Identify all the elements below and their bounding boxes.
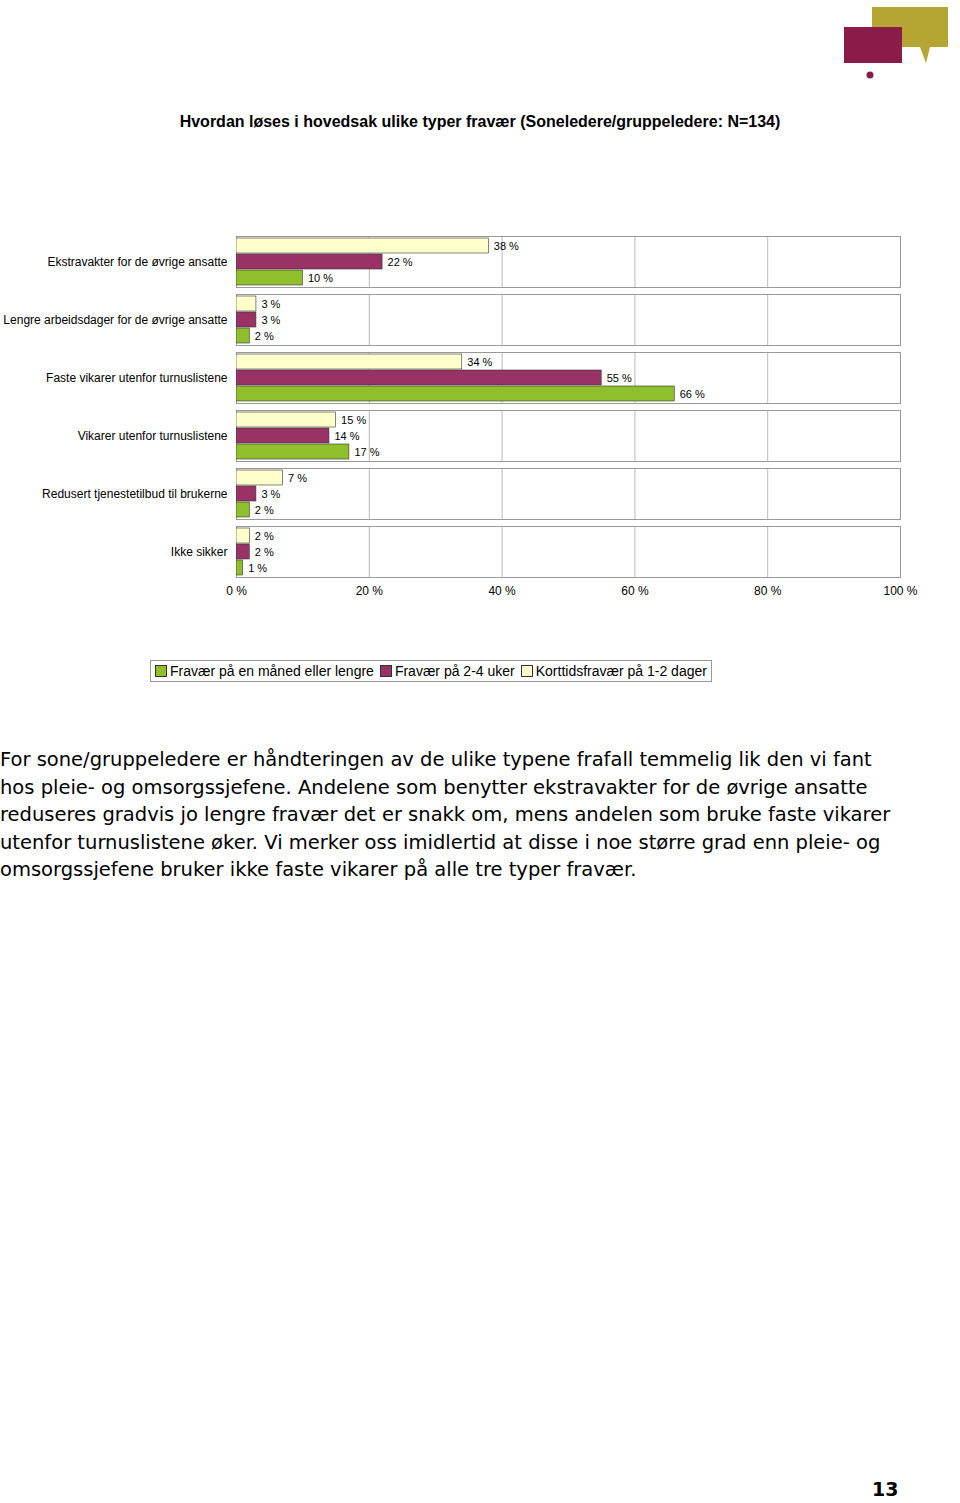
svg-text:10 %: 10 %	[308, 272, 333, 284]
svg-text:3 %: 3 %	[261, 488, 280, 500]
svg-text:3 %: 3 %	[261, 314, 280, 326]
html-text:Hvordan løses i hovedsak ulike: Hvordan løses i hovedsak ulike typer fra…	[179, 113, 781, 130]
svg-text:2 %: 2 %	[255, 330, 274, 342]
svg-text:60 %: 60 %	[621, 584, 649, 598]
svg-text:7 %: 7 %	[288, 472, 307, 484]
svg-text:Lengre arbeidsdager for de øvr: Lengre arbeidsdager for de øvrige ansatt…	[3, 313, 227, 327]
html-text:13: 13	[872, 1478, 899, 1500]
svg-text:2 %: 2 %	[255, 530, 274, 542]
svg-text:55 %: 55 %	[607, 372, 632, 384]
svg-text:38 %: 38 %	[494, 240, 519, 252]
svg-text:100 %: 100 %	[883, 584, 917, 598]
svg-text:20 %: 20 %	[356, 584, 384, 598]
html-text:Fravær på 2-4 uker: Fravær på 2-4 uker	[394, 663, 515, 679]
svg-text:22 %: 22 %	[388, 256, 413, 268]
svg-text:2 %: 2 %	[255, 546, 274, 558]
svg-text:0 %: 0 %	[226, 584, 247, 598]
svg-text:66 %: 66 %	[680, 388, 705, 400]
svg-text:1 %: 1 %	[248, 562, 267, 574]
svg-text:2 %: 2 %	[255, 504, 274, 516]
html-text:Korttidsfravær på 1-2 dager: Korttidsfravær på 1-2 dager	[535, 663, 707, 679]
svg-text:Vikarer utenfor turnuslistene: Vikarer utenfor turnuslistene	[78, 429, 228, 443]
svg-text:3 %: 3 %	[261, 298, 280, 310]
svg-text:Faste vikarer utenfor turnusli: Faste vikarer utenfor turnuslistene	[46, 371, 228, 385]
svg-text:80 %: 80 %	[754, 584, 782, 598]
svg-text:17 %: 17 %	[354, 446, 379, 458]
svg-text:Ekstravakter for de øvrige ans: Ekstravakter for de øvrige ansatte	[47, 255, 227, 269]
svg-text:Ikke sikker: Ikke sikker	[171, 545, 228, 559]
html-text:For sone/gruppeledere er håndt: For sone/gruppeledere er håndteringen av…	[0, 748, 891, 882]
svg-text:40 %: 40 %	[488, 584, 516, 598]
html-text:Fravær på en måned eller lengr: Fravær på en måned eller lengre	[170, 663, 374, 679]
svg-text:14 %: 14 %	[334, 430, 359, 442]
svg-text:34 %: 34 %	[467, 356, 492, 368]
svg-text:15 %: 15 %	[341, 414, 366, 426]
svg-text:Redusert tjenestetilbud til br: Redusert tjenestetilbud til brukerne	[42, 487, 228, 501]
